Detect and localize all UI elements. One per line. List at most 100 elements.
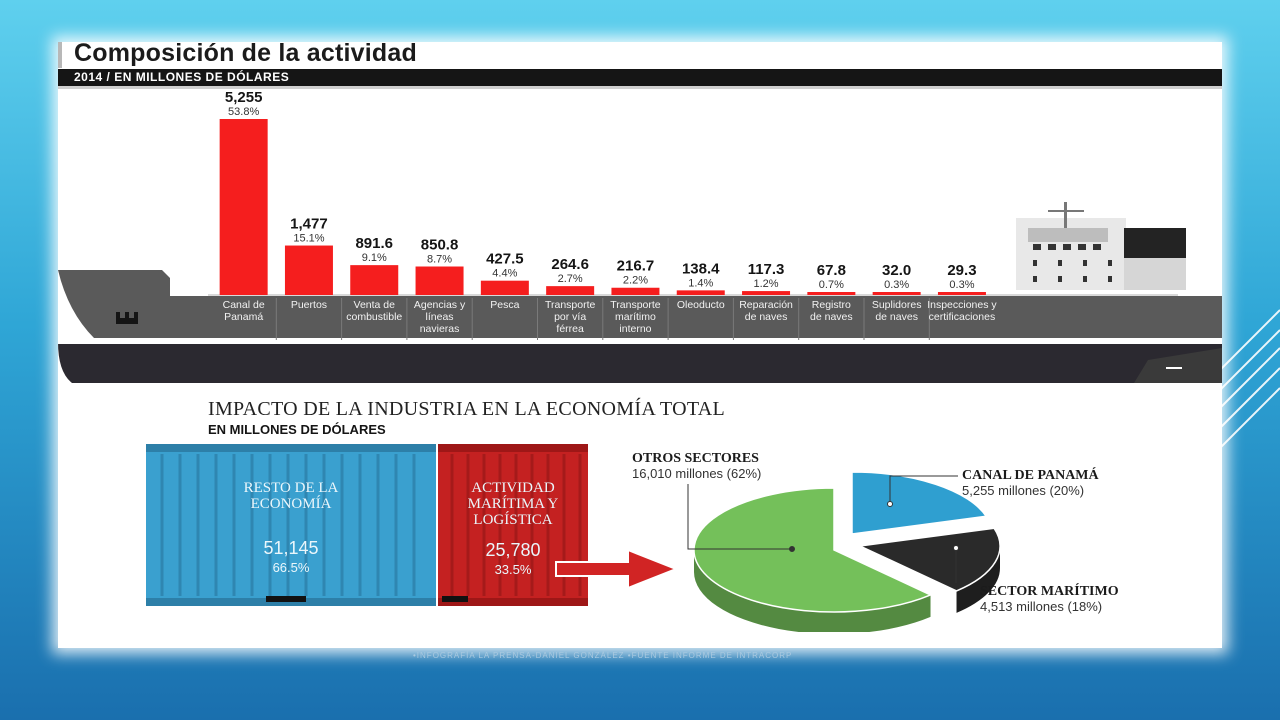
category-label: Reparación [739,299,793,311]
ship-bridge [1016,202,1186,290]
container-blue-label-1: RESTO DE LA [243,480,339,496]
bar [415,266,464,295]
bar-value-label: 427.5 [486,251,524,268]
container-red-percent: 33.5% [494,562,532,577]
bar [611,287,660,295]
category-label: líneas [426,311,454,323]
shipping-container-blue: RESTO DE LA ECONOMÍA 51,145 66.5% [146,444,436,606]
container-red-label-3: LOGÍSTICA [473,512,553,528]
category-label: de naves [875,311,918,323]
bar-value-label: 138.4 [682,260,720,277]
container-blue-value: 51,145 [263,538,319,558]
bars-layer [219,119,986,295]
bar-value-label: 264.6 [551,256,589,273]
bar-value-label: 5,255 [225,89,263,106]
pie-slice [857,527,1001,592]
category-label: Pesca [490,299,519,311]
category-label: Canal de [223,299,265,311]
category-label: por vía [554,311,586,323]
impact-subtitle: EN MILLONES DE DÓLARES [208,422,386,437]
bar-percent-label: 53.8% [228,106,259,118]
category-label: Transporte [545,299,596,311]
bar [350,265,399,295]
bar-percent-label: 4.4% [492,268,517,280]
bar [480,280,529,295]
bar-value-label: 850.8 [421,237,459,254]
category-label: de naves [745,311,788,323]
container-red-label-2: MARÍTIMA Y [467,496,559,512]
category-label: Oleoducto [677,299,725,311]
bar [546,286,595,295]
pie-label-canal-value: 5,255 millones (20%) [962,483,1085,498]
pie-label-canal-title: CANAL DE PANAMÁ [962,468,1099,483]
bar-value-label: 67.8 [817,262,846,279]
impact-title: IMPACTO DE LA INDUSTRIA EN LA ECONOMÍA T… [208,398,725,420]
container-blue-label-2: ECONOMÍA [250,496,332,512]
bar-value-label: 29.3 [947,262,976,279]
footer-credit: •INFOGRAFÍA LA PRENSA-DANIEL GONZÁLEZ •F… [413,651,793,660]
bar [937,292,986,295]
category-label: Puertos [291,299,327,311]
ship-keel [58,342,1222,383]
pie-chart [693,471,1001,632]
bar-value-label: 117.3 [748,261,785,278]
divider [58,86,1222,89]
bar [219,119,268,295]
category-label: Venta de [354,299,396,311]
infographic-card: Composición de la actividad 2014 / EN MI… [58,42,1222,648]
bar-percent-label: 9.1% [362,252,387,264]
category-label: navieras [420,323,460,335]
bar-percent-label: 15.1% [293,233,324,245]
subtitle-bar: 2014 / EN MILLONES DE DÓLARES [58,69,1222,86]
shipping-container-red: ACTIVIDAD MARÍTIMA Y LOGÍSTICA 25,780 33… [438,444,588,606]
bar-percent-label: 2.7% [558,273,583,285]
category-label: interno [619,323,651,335]
bar-percent-label: 8.7% [427,254,452,266]
bar-percent-label: 1.4% [688,277,713,289]
category-label: Suplidores [872,299,922,311]
container-blue-shape [146,444,436,606]
bar [872,292,921,295]
bar-value-label: 32.0 [882,262,911,279]
ship-rudder [1134,348,1222,383]
ship-hull [58,270,1222,338]
category-label: de naves [810,311,853,323]
pie-label-otros-title: OTROS SECTORES [632,451,759,466]
category-label: Transporte [610,299,661,311]
page-title: Composición de la actividad [74,42,417,67]
arrow-right-icon [555,548,678,590]
pie-label-maritimo-value: 4,513 millones (18%) [980,599,1103,614]
category-label: Inspecciones y [927,299,997,311]
bar-percent-label: 0.3% [949,279,974,291]
bar-percent-label: 0.7% [819,279,844,291]
subtitle: 2014 / EN MILLONES DE DÓLARES [74,70,290,84]
bar-value-label: 216.7 [617,258,655,275]
category-label: combustible [346,311,402,323]
bar-value-label: 891.6 [355,235,393,252]
bar-percent-label: 1.2% [754,278,779,290]
bar [676,290,725,295]
bar [742,291,791,295]
category-label: férrea [556,323,584,335]
bar-percent-label: 0.3% [884,279,909,291]
category-label: certificaciones [929,311,996,323]
container-red-shape [438,444,588,606]
crown-icon [116,312,138,324]
container-blue-percent: 66.5% [272,560,310,575]
bar-value-label: 1,477 [290,216,328,233]
pie-label-maritimo-title: SECTOR MARÍTIMO [980,584,1119,599]
category-label: Agencias y [414,299,466,311]
bar [807,292,856,295]
category-label: Registro [812,299,851,311]
ship-stripe [58,338,1222,344]
category-label: marítimo [615,311,656,323]
title-accent [58,42,62,68]
bar [284,245,333,295]
category-label: Panamá [224,311,263,323]
pie-slice-side [694,550,931,632]
container-red-value: 25,780 [485,540,541,560]
pie-label-otros-value: 16,010 millones (62%) [632,466,762,481]
